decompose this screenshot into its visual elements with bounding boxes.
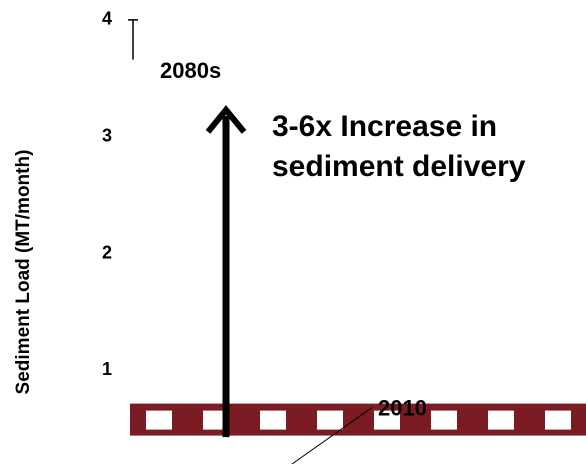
arrow-text: 3-6x Increase in (272, 110, 497, 143)
y-axis-label: Sediment Load (MT/month) (13, 150, 34, 395)
arrow-head (205, 105, 247, 134)
band-window (431, 410, 457, 430)
baseline-band (130, 403, 586, 436)
arrow-text: sediment delivery (272, 150, 526, 183)
band-window (545, 410, 571, 430)
band-window (317, 410, 343, 430)
band-window (260, 410, 286, 430)
y-tick-label: 3 (102, 125, 112, 145)
band-window (488, 410, 514, 430)
marker-label: 2010 (378, 395, 427, 420)
y-tick-label: 4 (102, 9, 112, 29)
band-window (146, 410, 172, 430)
marker-label: 2080s (160, 58, 221, 83)
y-tick-label: 1 (102, 359, 112, 379)
y-tick-label: 2 (102, 242, 112, 262)
band-window (374, 410, 400, 430)
leader-line (291, 407, 373, 464)
